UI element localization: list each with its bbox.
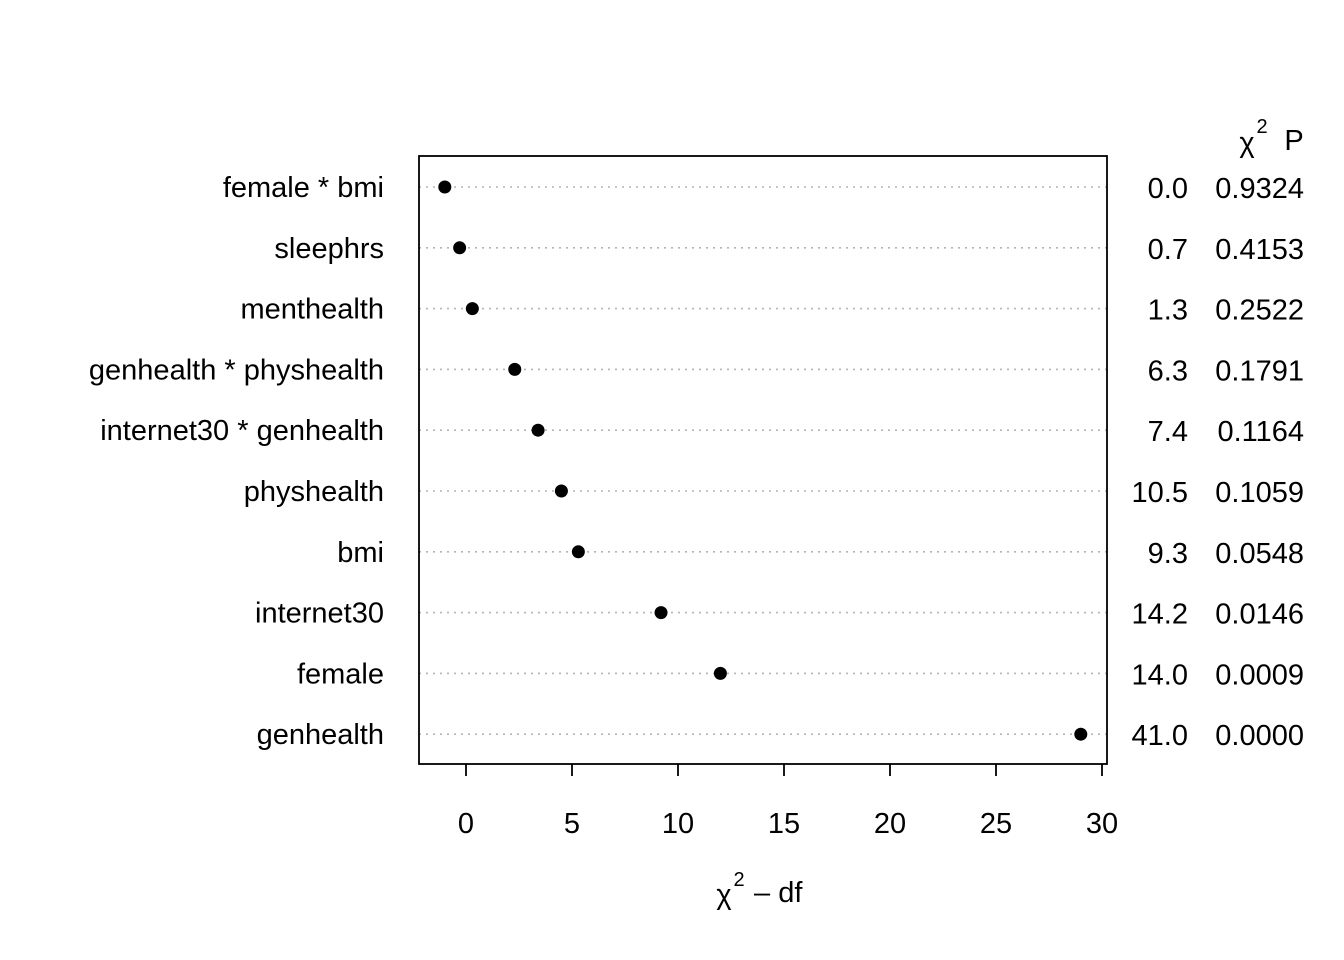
row-label: genhealth	[257, 719, 384, 751]
x-tick-label: 5	[564, 808, 580, 840]
stat-columns: 0.0 0.9324 0.7 0.4153 1.3 0.2522 6.3 0.1791 7.4 0…	[1132, 173, 1304, 752]
chi2-value: 14.2	[1132, 599, 1188, 631]
data-points	[438, 180, 1088, 741]
row-label: internet30	[255, 598, 384, 630]
data-point	[508, 362, 522, 376]
x-tick-label: 30	[1086, 808, 1118, 840]
x-tick-label: 0	[458, 808, 474, 840]
plot-frame	[418, 155, 1108, 765]
x-tick-label: 10	[662, 808, 694, 840]
x-tick-label: 15	[768, 808, 800, 840]
chi2-value: 0.7	[1148, 234, 1188, 266]
chi2-value: 41.0	[1132, 720, 1188, 752]
row-labels: female * bmi sleephrs menthealth genhealth …	[89, 172, 384, 751]
data-point	[531, 423, 545, 437]
x-axis-label-exp: 2	[733, 869, 744, 891]
row-label: genhealth * physhealth	[89, 354, 384, 386]
row-label: sleephrs	[274, 233, 384, 265]
data-point	[465, 302, 479, 316]
row-label: physhealth	[244, 476, 384, 508]
p-value: 0.9324	[1215, 173, 1304, 205]
p-value: 0.2522	[1215, 295, 1304, 327]
p-value: 0.0548	[1215, 538, 1304, 570]
data-point	[713, 666, 727, 680]
p-value: 0.0000	[1215, 720, 1304, 752]
p-column-header: P	[1284, 125, 1303, 157]
row-label: female	[297, 658, 384, 690]
chi2-value: 0.0	[1148, 173, 1188, 205]
chi2-value: 10.5	[1132, 477, 1188, 509]
chi2-column-header: χ	[1239, 127, 1254, 159]
data-point	[1074, 727, 1088, 741]
chi2-value: 1.3	[1148, 295, 1188, 327]
guide-lines	[419, 186, 1107, 736]
p-value: 0.0009	[1215, 659, 1304, 691]
p-value: 0.4153	[1215, 234, 1304, 266]
chi2-value: 6.3	[1148, 355, 1188, 387]
p-value: 0.1059	[1215, 477, 1304, 509]
p-value: 0.1791	[1215, 355, 1304, 387]
row-label: internet30 * genhealth	[100, 415, 384, 447]
row-label: bmi	[337, 537, 384, 569]
x-tick-label: 25	[980, 808, 1012, 840]
chi2-value: 7.4	[1148, 416, 1188, 448]
x-axis-label-rest: – df	[746, 877, 803, 909]
row-label: female * bmi	[223, 172, 384, 204]
chi2-column-header-exp: 2	[1256, 116, 1267, 138]
p-value: 0.0146	[1215, 599, 1304, 631]
data-point	[453, 241, 467, 255]
data-point	[438, 180, 452, 194]
data-point	[571, 545, 585, 559]
x-axis-label-base: χ	[716, 879, 731, 911]
row-label: menthealth	[241, 294, 385, 326]
x-axis: 0 5 10 15 20 25 30	[458, 764, 1118, 840]
data-point	[554, 484, 568, 498]
x-tick-label: 20	[874, 808, 906, 840]
chi2-value: 9.3	[1148, 538, 1188, 570]
data-point	[654, 606, 668, 620]
chi2-value: 14.0	[1132, 659, 1188, 691]
p-value: 0.1164	[1217, 416, 1304, 448]
